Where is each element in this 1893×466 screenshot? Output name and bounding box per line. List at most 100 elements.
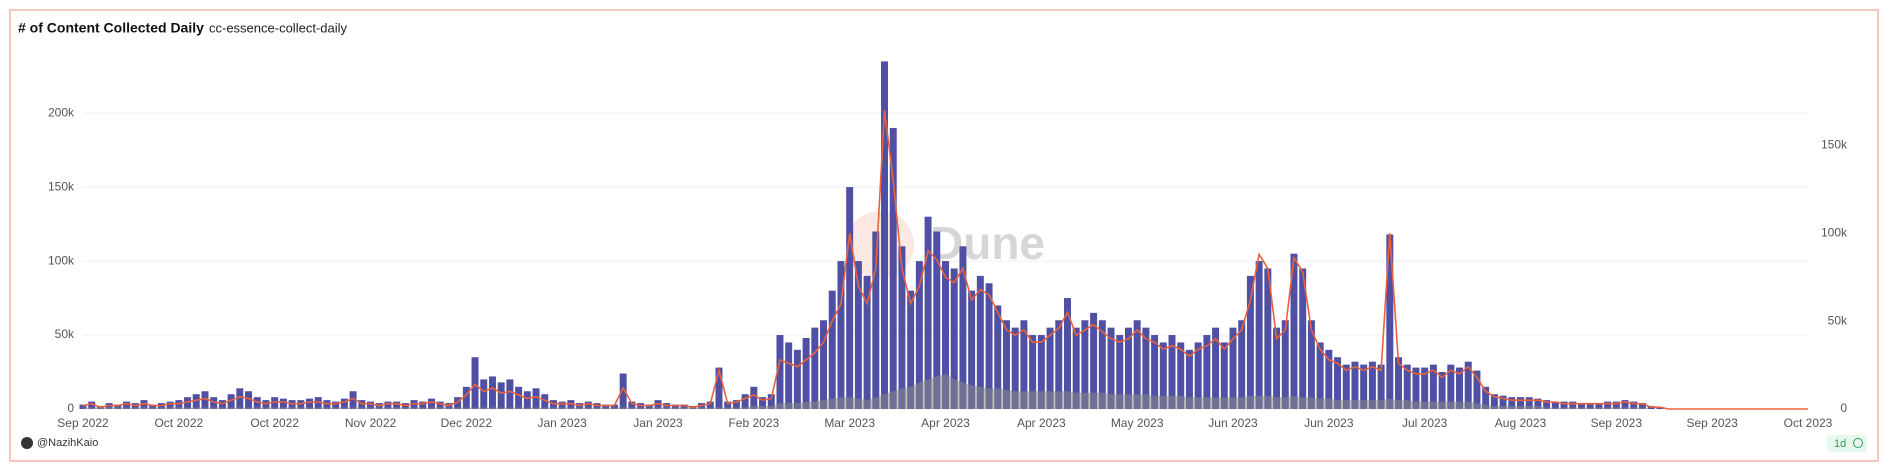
x-tick-label: Feb 2023	[728, 416, 779, 430]
bar	[785, 342, 793, 409]
bar	[79, 404, 87, 409]
bar	[1203, 335, 1211, 409]
bar	[1107, 327, 1115, 409]
bar	[306, 398, 313, 409]
bar	[1473, 370, 1481, 409]
bar	[488, 376, 496, 409]
bar	[1229, 327, 1237, 409]
bar	[1525, 397, 1533, 409]
bar	[218, 400, 226, 409]
bar	[1273, 327, 1281, 409]
bar	[985, 283, 993, 409]
bar	[1142, 327, 1150, 409]
bar	[210, 397, 218, 409]
bar	[262, 400, 270, 409]
bar	[628, 401, 636, 409]
bar	[541, 394, 549, 409]
bar	[462, 386, 470, 409]
bar	[959, 246, 967, 409]
bar	[567, 400, 575, 409]
bar	[558, 401, 566, 409]
bar	[610, 404, 618, 409]
bar	[1072, 327, 1080, 409]
bar	[950, 268, 958, 409]
bar	[1334, 357, 1342, 409]
y2-tick-label: 150k	[1821, 138, 1848, 152]
bar	[1429, 364, 1437, 409]
bar	[1055, 320, 1063, 409]
bar	[1290, 253, 1298, 409]
bar	[1307, 320, 1315, 409]
bar	[1220, 342, 1228, 409]
bar	[1386, 234, 1394, 409]
bar	[175, 400, 183, 409]
y-tick-label: 200k	[48, 105, 75, 119]
bar	[515, 386, 523, 409]
bar	[968, 290, 976, 409]
bar	[724, 401, 732, 409]
bar	[1595, 403, 1603, 409]
bar	[872, 231, 880, 409]
bar	[201, 391, 209, 409]
bar	[863, 275, 871, 409]
author[interactable]: @NazihKaio	[37, 437, 98, 449]
bar	[915, 261, 923, 409]
bar	[1569, 401, 1577, 409]
x-tick-label: Aug 2023	[1495, 416, 1547, 430]
bar	[332, 401, 340, 409]
bar	[279, 398, 287, 409]
bar	[1264, 268, 1272, 409]
bar	[1246, 275, 1254, 409]
bar	[410, 400, 418, 409]
x-tick-label: Jan 2023	[537, 416, 587, 430]
x-tick-label: Jan 2023	[633, 416, 683, 430]
y-tick-label: 150k	[48, 179, 75, 193]
y2-tick-label: 100k	[1821, 225, 1848, 239]
bar	[881, 61, 888, 409]
x-tick-label: Dec 2022	[441, 416, 493, 430]
bar	[184, 397, 192, 409]
x-tick-label: Jun 2023	[1208, 416, 1258, 430]
refresh-badge[interactable]: 1d	[1834, 438, 1846, 450]
bar	[1656, 407, 1664, 409]
bar	[1194, 342, 1202, 409]
bar	[1212, 327, 1220, 409]
chart-subtitle: cc-essence-collect-daily	[209, 20, 347, 35]
bar	[1342, 364, 1350, 409]
bar	[1578, 403, 1585, 409]
bar	[1560, 401, 1568, 409]
bar	[532, 388, 540, 409]
author-avatar	[21, 437, 33, 449]
bar	[1124, 327, 1132, 409]
bar	[1177, 342, 1185, 409]
bar	[584, 401, 592, 409]
bar	[1020, 320, 1028, 409]
bar	[776, 335, 784, 409]
bar	[1255, 261, 1263, 409]
watermark-logo	[846, 211, 914, 279]
y-tick-label: 50k	[55, 327, 75, 341]
bar	[645, 404, 653, 409]
bar	[1517, 397, 1524, 409]
x-tick-label: Oct 2023	[1784, 416, 1833, 430]
bar	[480, 379, 488, 409]
bar	[192, 394, 200, 409]
bar	[767, 394, 775, 409]
bar	[759, 397, 767, 409]
bar	[1098, 320, 1106, 409]
x-tick-label: May 2023	[1111, 416, 1164, 430]
badge-bg	[1827, 435, 1867, 452]
bar	[288, 400, 296, 409]
bar	[802, 338, 810, 409]
bar	[1299, 268, 1307, 409]
bar	[1046, 327, 1054, 409]
area	[83, 373, 1808, 409]
bar	[898, 246, 906, 409]
bar	[1586, 403, 1594, 409]
bar	[314, 397, 322, 409]
y-tick-label: 100k	[48, 253, 75, 267]
bar	[253, 397, 261, 409]
bar	[1168, 335, 1176, 409]
bar	[1316, 342, 1324, 409]
bar	[706, 401, 714, 409]
